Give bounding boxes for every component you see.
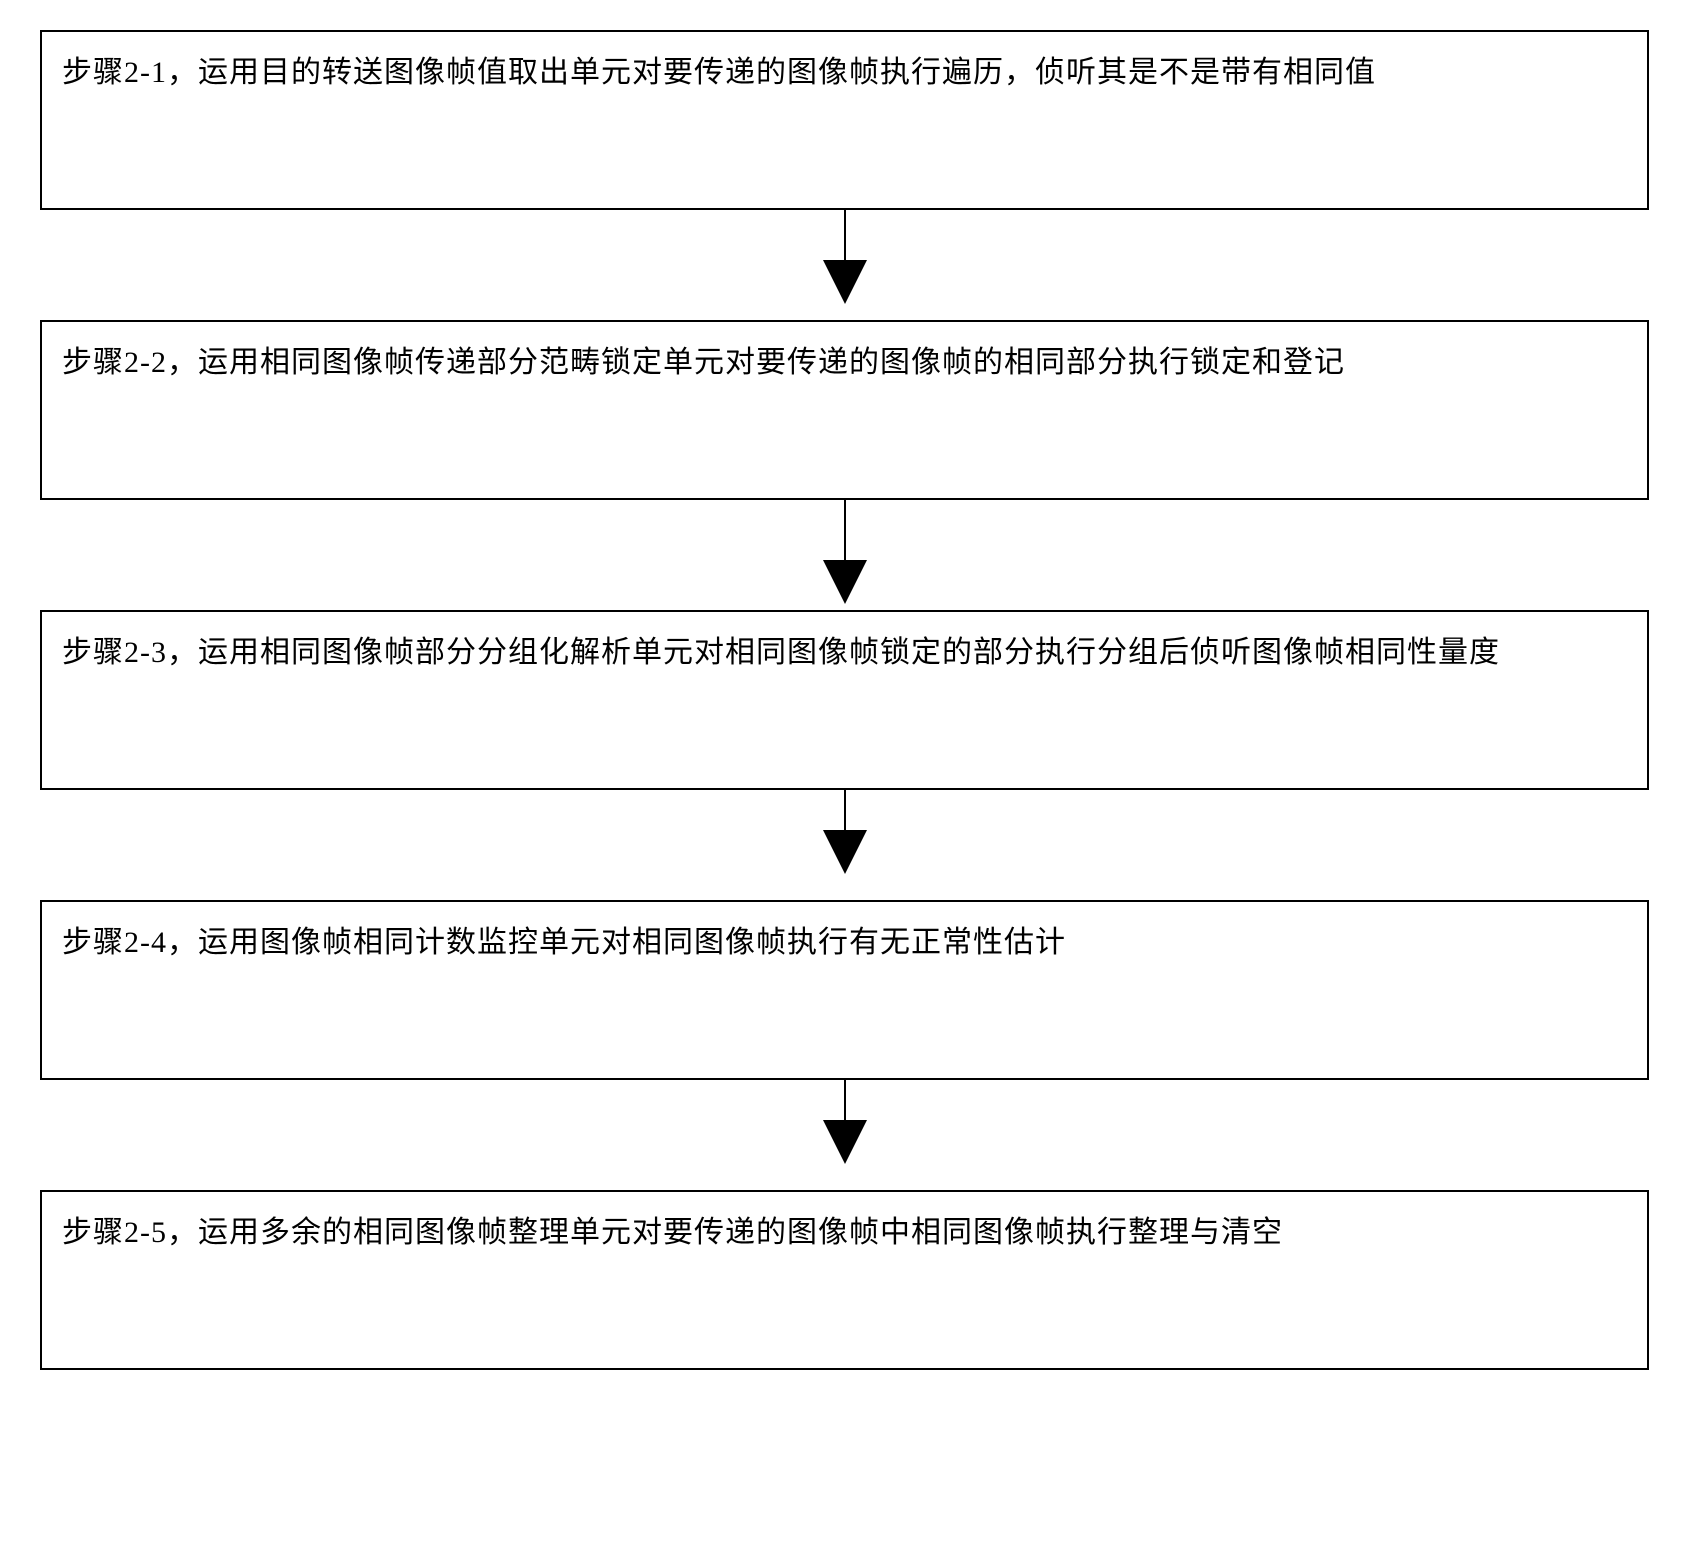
arrow-head-icon <box>823 1120 867 1164</box>
arrow-line <box>844 500 846 560</box>
arrow-line <box>844 210 846 260</box>
flow-step-2-2: 步骤2-2，运用相同图像帧传递部分范畴锁定单元对要传递的图像帧的相同部分执行锁定… <box>40 320 1649 500</box>
flow-step-2-1: 步骤2-1，运用目的转送图像帧值取出单元对要传递的图像帧执行遍历，侦听其是不是带… <box>40 30 1649 210</box>
flow-arrow <box>823 1080 867 1190</box>
flow-arrow <box>823 210 867 320</box>
flow-step-2-3: 步骤2-3，运用相同图像帧部分分组化解析单元对相同图像帧锁定的部分执行分组后侦听… <box>40 610 1649 790</box>
arrow-line <box>844 1080 846 1120</box>
flow-step-2-4: 步骤2-4，运用图像帧相同计数监控单元对相同图像帧执行有无正常性估计 <box>40 900 1649 1080</box>
step-text: 步骤2-1，运用目的转送图像帧值取出单元对要传递的图像帧执行遍历，侦听其是不是带… <box>62 50 1376 97</box>
flow-arrow <box>823 500 867 610</box>
arrow-line <box>844 790 846 830</box>
flowchart-container: 步骤2-1，运用目的转送图像帧值取出单元对要传递的图像帧执行遍历，侦听其是不是带… <box>40 30 1649 1370</box>
flow-arrow <box>823 790 867 900</box>
arrow-head-icon <box>823 830 867 874</box>
step-text: 步骤2-4，运用图像帧相同计数监控单元对相同图像帧执行有无正常性估计 <box>62 920 1066 967</box>
step-text: 步骤2-2，运用相同图像帧传递部分范畴锁定单元对要传递的图像帧的相同部分执行锁定… <box>62 340 1345 387</box>
step-text: 步骤2-3，运用相同图像帧部分分组化解析单元对相同图像帧锁定的部分执行分组后侦听… <box>62 630 1500 677</box>
step-text: 步骤2-5，运用多余的相同图像帧整理单元对要传递的图像帧中相同图像帧执行整理与清… <box>62 1210 1283 1257</box>
flow-step-2-5: 步骤2-5，运用多余的相同图像帧整理单元对要传递的图像帧中相同图像帧执行整理与清… <box>40 1190 1649 1370</box>
arrow-head-icon <box>823 260 867 304</box>
arrow-head-icon <box>823 560 867 604</box>
